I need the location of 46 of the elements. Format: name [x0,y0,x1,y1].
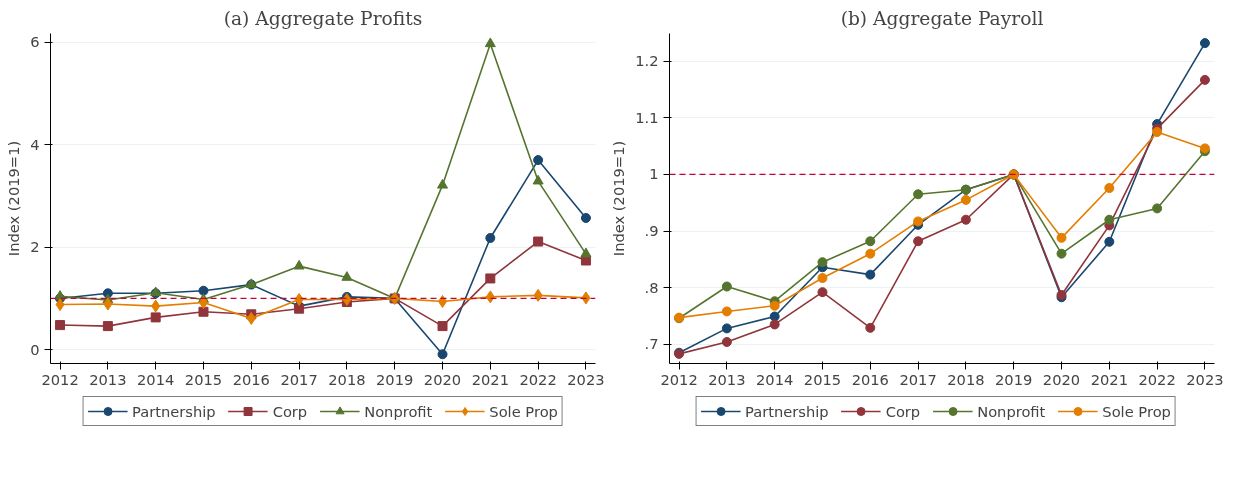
x-tick-label: 2020 [1042,370,1081,388]
legend-label: Partnership [745,402,829,420]
legend-label: Nonprofit [364,402,433,420]
x-tick-label: 2020 [423,370,462,388]
y-tick-label: .7 [644,335,659,353]
x-tick-label: 2016 [232,370,270,388]
legend-label: Corp [272,402,308,420]
x-tick-label: 2023 [567,370,605,388]
y-tick-label: 1.1 [635,108,659,126]
x-tick-label: 2012 [41,370,79,388]
legend-label: Sole Prop [1102,402,1171,420]
y-tick-label: 2 [30,238,40,256]
legend-label: Corp [885,402,921,420]
y-axis-title: Index (2019=1) [5,140,23,257]
legend-label: Nonprofit [977,402,1046,420]
y-tick-label: 6 [30,33,40,51]
x-tick-label: 2019 [376,370,414,388]
x-tick-label: 2017 [280,370,318,388]
x-tick-label: 2012 [660,370,698,388]
y-tick-label: .8 [644,278,659,296]
x-tick-label: 2023 [1186,370,1224,388]
x-tick-label: 2022 [1138,370,1176,388]
x-tick-label: 2013 [708,370,746,388]
y-tick-label: .9 [644,222,659,240]
x-tick-label: 2015 [184,370,223,388]
legend-label: Partnership [132,402,216,420]
x-tick-label: 2017 [899,370,937,388]
x-tick-label: 2016 [851,370,889,388]
x-tick-label: 2018 [947,370,985,388]
x-tick-label: 2014 [137,370,175,388]
y-axis-title: Index (2019=1) [610,140,628,257]
chart-title: (b) Aggregate Payroll [840,7,1044,29]
y-tick-label: 0 [30,340,40,358]
x-tick-label: 2014 [756,370,794,388]
x-tick-label: 2022 [519,370,557,388]
legend-label: Sole Prop [489,402,558,420]
y-tick-label: 1 [649,165,659,183]
x-tick-label: 2015 [803,370,842,388]
chart-title: (a) Aggregate Profits [223,7,423,29]
y-tick-label: 4 [30,135,40,153]
x-tick-label: 2019 [995,370,1033,388]
x-tick-label: 2018 [328,370,366,388]
y-tick-label: 1.2 [635,52,659,70]
x-tick-label: 2013 [89,370,127,388]
x-tick-label: 2021 [471,370,509,388]
x-tick-label: 2021 [1090,370,1128,388]
